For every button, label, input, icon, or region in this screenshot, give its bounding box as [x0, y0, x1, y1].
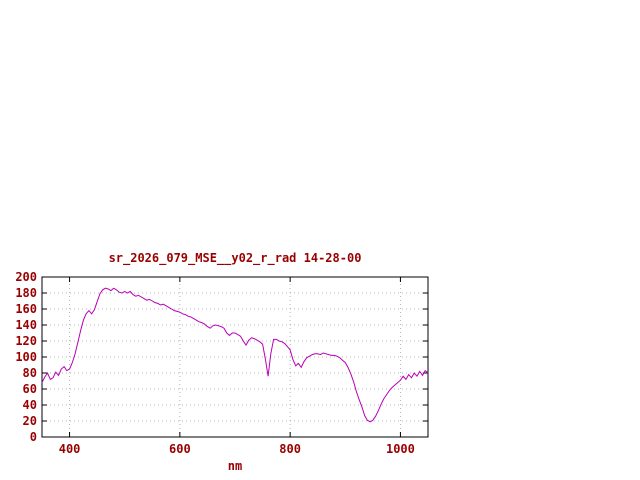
- plot-border: [41, 276, 429, 438]
- y-tick-label: 60: [23, 382, 37, 396]
- chart-title: sr_2026_079_MSE__y02_r_rad 14-28-00: [109, 251, 362, 266]
- grid-lines: [42, 277, 428, 437]
- y-tick-label: 20: [23, 414, 37, 428]
- spectrum-line: [41, 287, 429, 423]
- y-tick-label: 120: [15, 334, 37, 348]
- y-tick-label: 180: [15, 286, 37, 300]
- y-tick-label: 100: [15, 350, 37, 364]
- y-tick-label: 40: [23, 398, 37, 412]
- x-axis-label: nm: [228, 459, 242, 473]
- x-tick-label: 800: [279, 442, 301, 456]
- x-tick-label: 400: [59, 442, 81, 456]
- y-tick-label: 160: [15, 302, 37, 316]
- y-tick-label: 80: [23, 366, 37, 380]
- axes: [41, 276, 429, 438]
- tick-labels: 0 20 40 60 80 100 120 140 160 180 200 400 600 800 1000: [15, 270, 415, 456]
- x-tick-label: 600: [169, 442, 191, 456]
- x-tick-label: 1000: [386, 442, 415, 456]
- y-tick-label: 200: [15, 270, 37, 284]
- y-tick-label: 140: [15, 318, 37, 332]
- y-tick-label: 0: [30, 430, 37, 444]
